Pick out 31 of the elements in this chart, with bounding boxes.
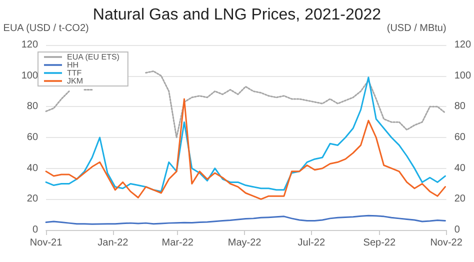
y2-tick-label: 0 [454, 224, 460, 236]
legend-label: JKM [67, 76, 84, 86]
y2-tick-label: 20 [454, 194, 466, 205]
legend-label: EUA (EU ETS) [67, 52, 120, 62]
y-tick-label: 120 [21, 40, 38, 50]
chart-title: Natural Gas and LNG Prices, 2021-2022 [92, 6, 382, 24]
y-tick-label: 20 [26, 194, 38, 205]
line-series [45, 98, 446, 200]
legend-label: HH [67, 60, 79, 70]
y2-axis-title: (USD / MBtu) [386, 23, 446, 34]
y-tick-label: 100 [21, 70, 38, 82]
x-tick-label: Mar-22 [162, 238, 194, 248]
x-tick-label: May-22 [228, 238, 262, 248]
y-tick-label: 40 [26, 162, 38, 174]
x-tick-label: Nov-22 [430, 238, 463, 248]
y2-tick-label: 60 [454, 132, 466, 143]
legend-label: TTF [67, 68, 82, 78]
x-tick-label: Jul-22 [298, 238, 326, 248]
line-series [45, 76, 446, 192]
y2-tick-label: 100 [454, 70, 472, 82]
y-tick-label: 0 [32, 224, 38, 236]
y-axis-title: EUA (USD / t-CO2) [3, 23, 89, 34]
x-tick-label: Jan-22 [98, 238, 129, 248]
x-tick-label: Nov-21 [30, 238, 63, 248]
y2-tick-label: 40 [454, 162, 466, 174]
line-series [45, 214, 446, 225]
x-tick-label: Sep-22 [363, 238, 396, 248]
y-tick-label: 60 [26, 132, 38, 143]
y2-tick-label: 80 [454, 101, 466, 112]
y2-tick-label: 120 [454, 40, 472, 50]
y-tick-label: 80 [26, 101, 38, 112]
